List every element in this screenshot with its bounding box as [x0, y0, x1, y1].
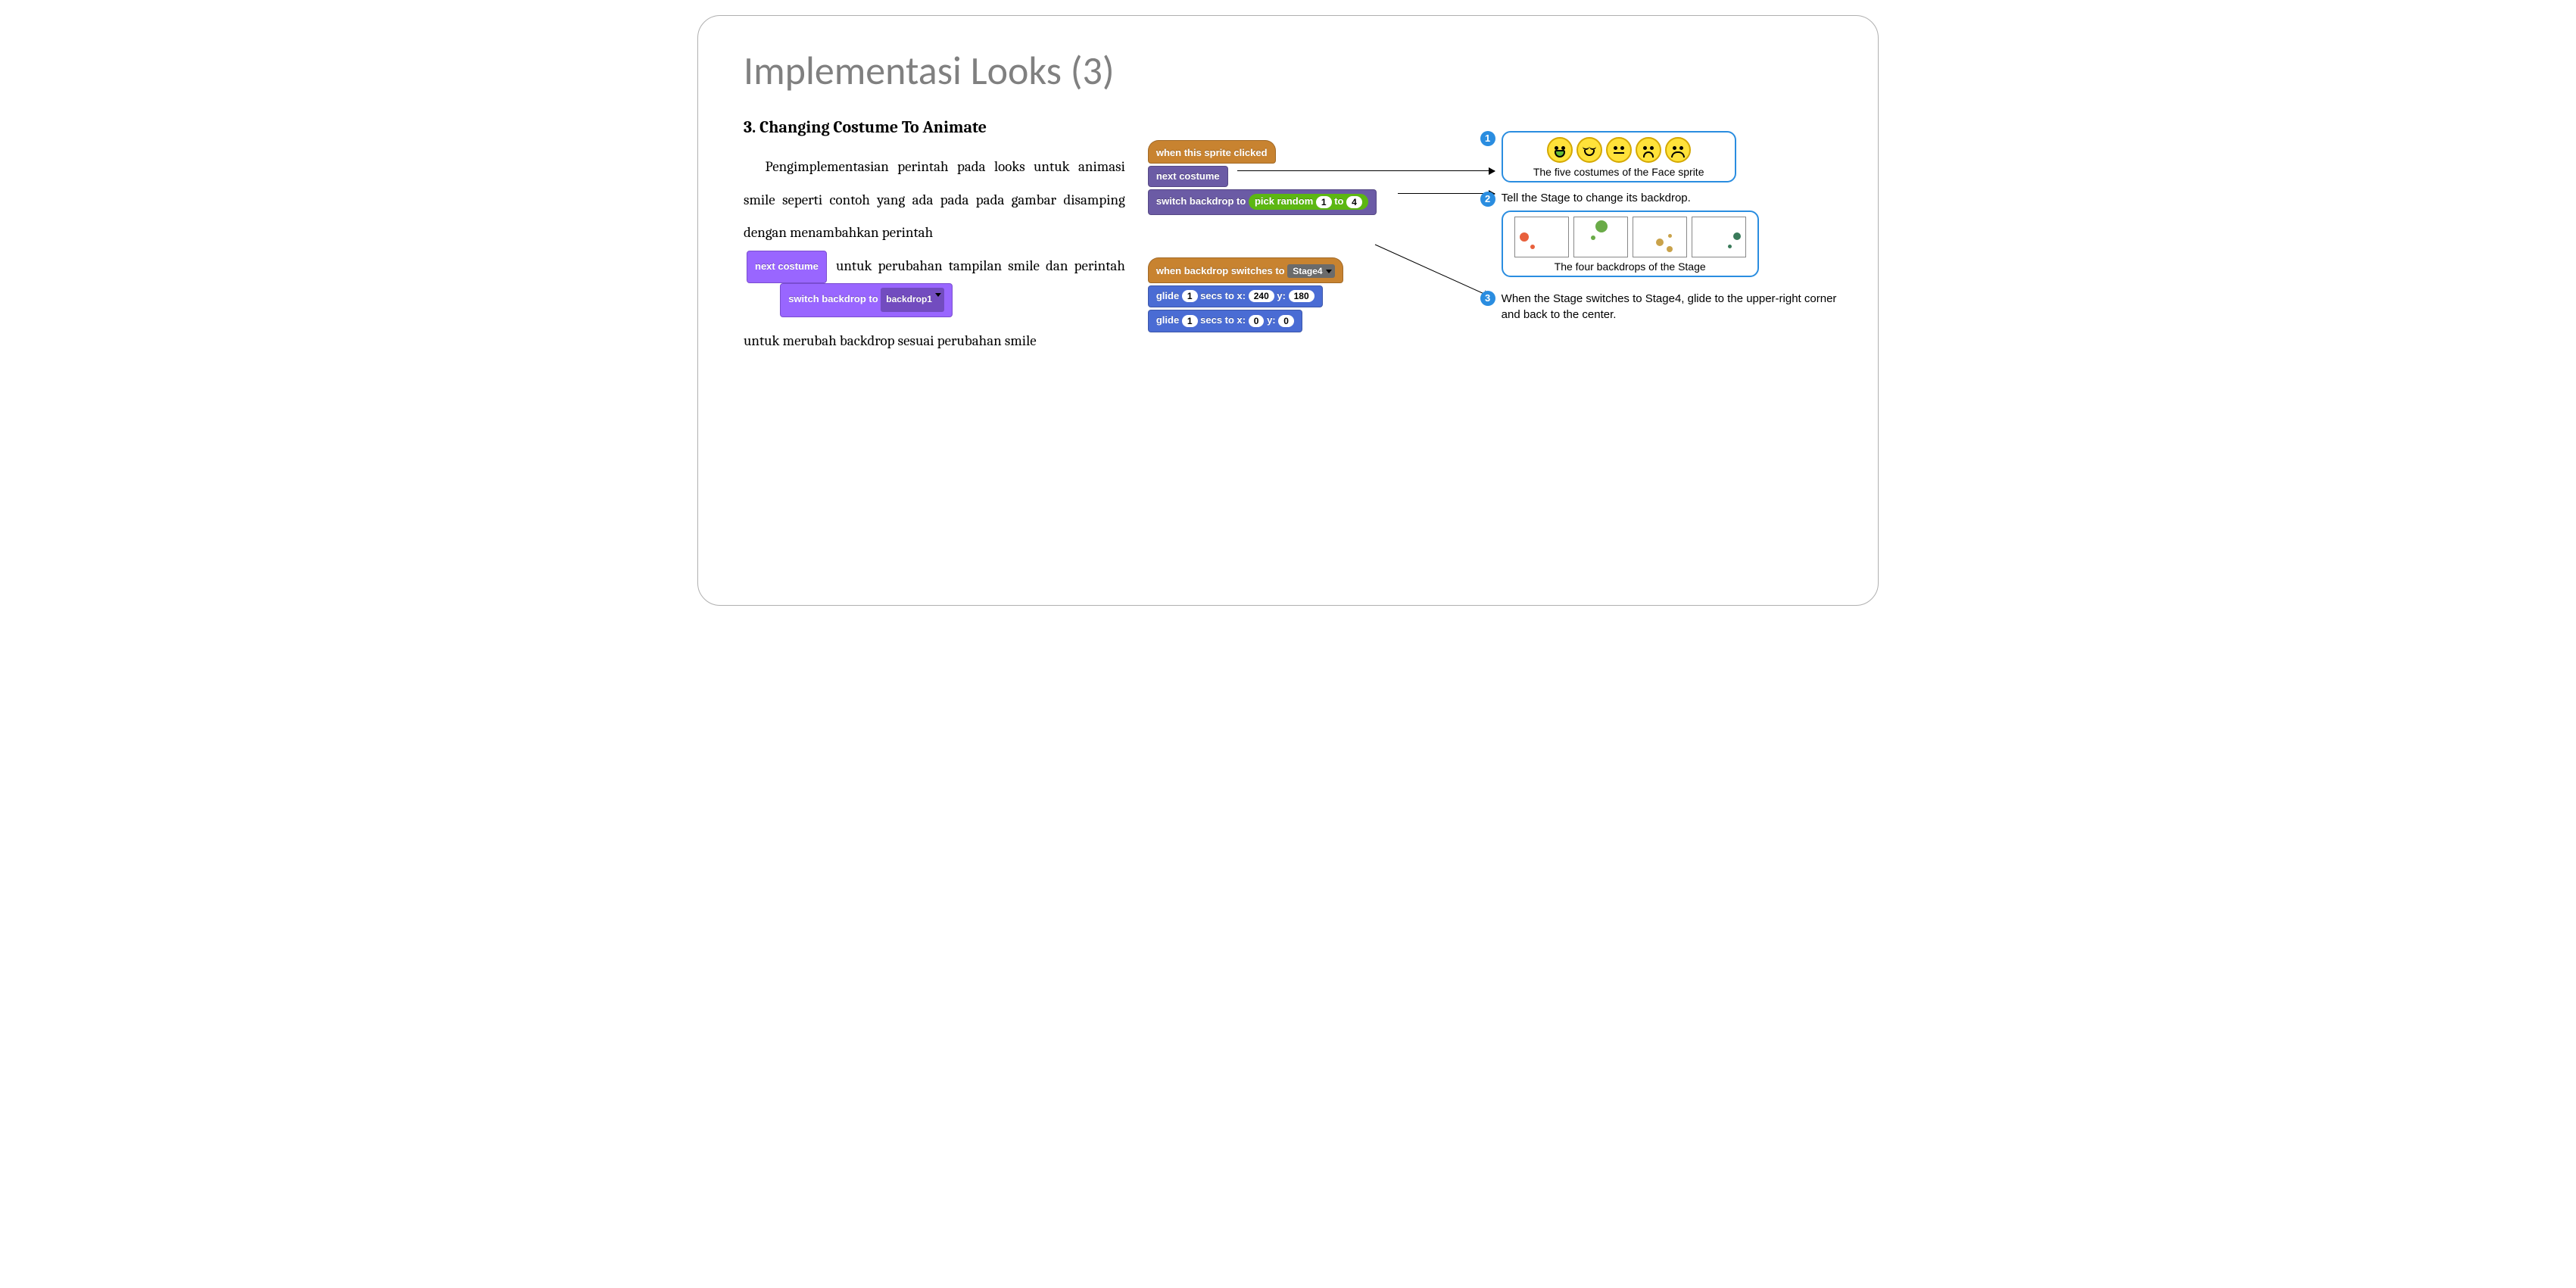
- script2-g1-mid: secs to x:: [1200, 290, 1246, 301]
- inline-switch-backdrop-block: switch backdrop to backdrop1: [780, 283, 953, 317]
- script1-switch-prefix: switch backdrop to: [1156, 195, 1246, 207]
- script2-g1-y: 180: [1289, 290, 1315, 302]
- script2-hat-prefix: when backdrop switches to: [1156, 265, 1285, 276]
- script1-rand-a: 1: [1316, 196, 1332, 208]
- script1-hat: when this sprite clicked: [1148, 140, 1276, 164]
- face-icon: [1636, 137, 1661, 163]
- script2-hat: when backdrop switches to Stage4: [1148, 257, 1343, 283]
- script-1: when this sprite clicked next costume sw…: [1148, 140, 1458, 216]
- script2-g1-prefix: glide: [1156, 290, 1179, 301]
- content-row: 3. Changing Costume To Animate Pengimple…: [736, 117, 1840, 358]
- body-text-3: untuk merubah backdrop sesuai perubahan …: [744, 332, 1037, 349]
- faces-row: [1509, 137, 1729, 163]
- script2-g1-ylbl: y:: [1277, 290, 1286, 301]
- backdrops-row: [1509, 217, 1751, 257]
- script2-g2-ylbl: y:: [1267, 314, 1276, 326]
- callout-2-body: Tell the Stage to change its backdrop.: [1502, 192, 1840, 277]
- arrow-1: [1237, 170, 1495, 171]
- script1-pick-random: pick random 1 to 4: [1249, 194, 1368, 210]
- script2-g2-x: 0: [1249, 315, 1265, 327]
- body-paragraph-3: untuk merubah backdrop sesuai perubahan …: [744, 325, 1125, 358]
- callout-3-number: 3: [1480, 291, 1495, 306]
- body-text-1: Pengimplementasian perintah pada looks u…: [744, 158, 1125, 241]
- slide-frame: Implementasi Looks (3) 3. Changing Costu…: [697, 15, 1879, 606]
- body-paragraph-2: next costume untuk perubahan tampilan sm…: [744, 250, 1125, 317]
- scripts-column: when this sprite clicked next costume sw…: [1148, 117, 1458, 358]
- body-text-2: untuk perubahan tampilan smile dan perin…: [836, 257, 1125, 274]
- backdrop-thumb: [1514, 217, 1569, 257]
- callout-3-row: 3 When the Stage switches to Stage4, gli…: [1480, 291, 1840, 323]
- script2-g2-prefix: glide: [1156, 314, 1179, 326]
- script2-g1-x: 240: [1249, 290, 1274, 302]
- script2-g1-secs: 1: [1182, 290, 1198, 302]
- callout-1-number: 1: [1480, 131, 1495, 146]
- script2-g2-y: 0: [1278, 315, 1294, 327]
- script2-hat-value: Stage4: [1287, 264, 1334, 278]
- face-icon: [1576, 137, 1602, 163]
- face-icon: [1606, 137, 1632, 163]
- script1-next-costume: next costume: [1148, 166, 1228, 187]
- backdrop-thumb: [1573, 217, 1628, 257]
- script1-op-mid: to: [1334, 195, 1343, 207]
- face-icon: [1547, 137, 1573, 163]
- callout-2-number: 2: [1480, 192, 1495, 207]
- callout-2-text: Tell the Stage to change its backdrop.: [1502, 192, 1840, 204]
- body-paragraph-1: Pengimplementasian perintah pada looks u…: [744, 151, 1125, 250]
- backdrop-thumb: [1692, 217, 1746, 257]
- callout-3-text: When the Stage switches to Stage4, glide…: [1502, 291, 1840, 323]
- script1-op-prefix: pick random: [1255, 195, 1313, 207]
- script1-rand-b: 4: [1346, 196, 1362, 208]
- callouts-column: 1 The five costumes of the Face sprite 2: [1480, 117, 1840, 358]
- backdrop-thumb: [1633, 217, 1687, 257]
- inline-next-costume-label: next costume: [755, 260, 819, 272]
- callout-2-box: The four backdrops of the Stage: [1502, 211, 1759, 277]
- slide-title: Implementasi Looks (3): [744, 46, 1840, 95]
- left-column: 3. Changing Costume To Animate Pengimple…: [736, 117, 1125, 358]
- inline-next-costume-block: next costume: [747, 251, 827, 283]
- callout-1-box: The five costumes of the Face sprite: [1502, 131, 1736, 182]
- script2-glide-1: glide 1 secs to x: 240 y: 180: [1148, 285, 1323, 308]
- callout-1-caption: The five costumes of the Face sprite: [1509, 166, 1729, 178]
- callout-1-row: 1 The five costumes of the Face sprite: [1480, 131, 1840, 182]
- script2-glide-2: glide 1 secs to x: 0 y: 0: [1148, 310, 1302, 332]
- inline-switch-backdrop-value: backdrop1: [881, 288, 944, 312]
- callout-2-caption: The four backdrops of the Stage: [1509, 260, 1751, 273]
- section-heading: 3. Changing Costume To Animate: [744, 117, 1125, 137]
- callout-2-row: 2 Tell the Stage to change its backdrop.: [1480, 192, 1840, 277]
- script1-switch-backdrop: switch backdrop to pick random 1 to 4: [1148, 189, 1377, 215]
- face-icon: [1665, 137, 1691, 163]
- inline-switch-backdrop-prefix: switch backdrop to: [788, 293, 878, 304]
- script2-g2-secs: 1: [1182, 315, 1198, 327]
- script2-g2-mid: secs to x:: [1200, 314, 1246, 326]
